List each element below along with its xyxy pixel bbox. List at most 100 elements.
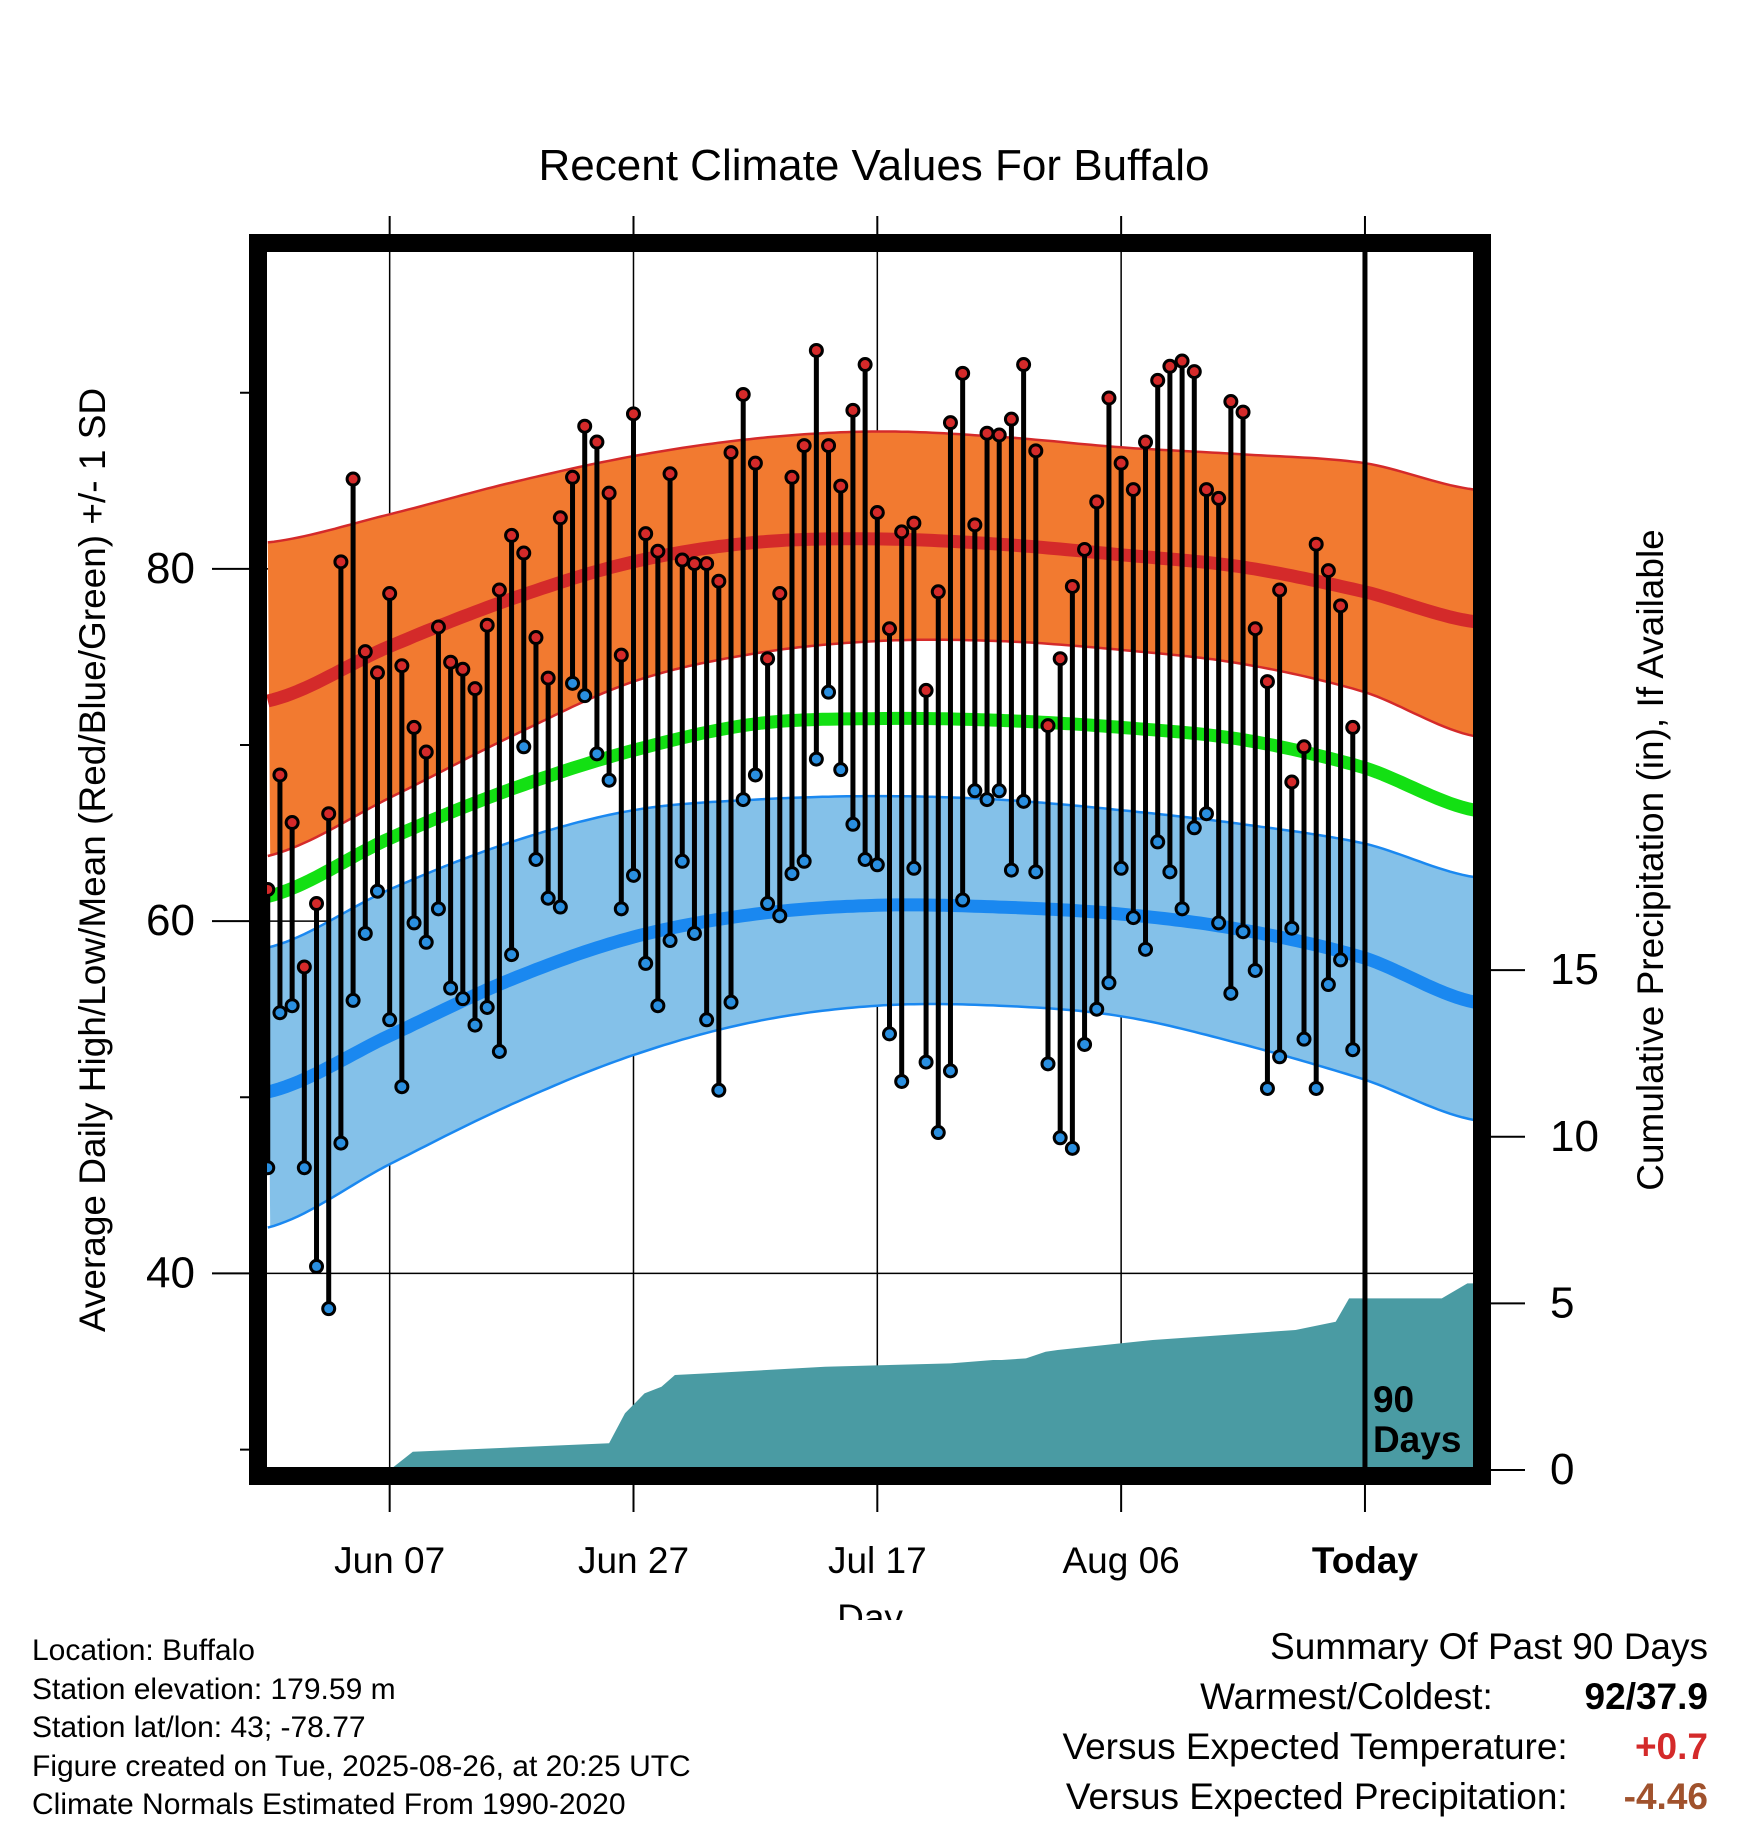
daily-range-stems [265,350,1356,1309]
low-point-87 [1320,977,1336,993]
high-point-73 [1150,372,1166,388]
precipitation-layer [267,1283,1482,1470]
plot-frame [249,234,1491,1485]
low-point-74 [1162,864,1178,880]
low-point-45 [808,751,824,767]
info-latlon: Station lat/lon: 43; -78.77 [32,1711,366,1744]
low-point-71 [1125,910,1141,926]
low-point-2 [284,998,300,1014]
daily-points [260,342,1361,1317]
low-point-53 [906,860,922,876]
axes: 40 60 80 0 5 10 15 Jun 07 Jun 27 Jul 17 Aug 06 Toda… [146,216,1599,1581]
info-created: Figure created on Tue, 2025-08-26, at 20… [32,1749,691,1783]
high-point-88 [1333,598,1349,614]
high-point-71 [1125,482,1141,498]
high-point-8 [357,644,373,660]
high-point-89 [1345,719,1361,735]
low-point-20 [504,947,520,963]
low-point-54 [918,1054,934,1070]
low-point-44 [796,853,812,869]
high-point-74 [1162,358,1178,374]
high-point-36 [699,556,715,572]
low-point-29 [613,901,629,917]
y2-tick-label: 0 [1550,1445,1574,1494]
high-point-17 [467,681,483,697]
low-point-17 [467,1017,483,1033]
low-point-47 [833,762,849,778]
low-point-10 [382,1012,398,1028]
low-point-62 [1016,793,1032,809]
low-point-56 [942,1063,958,1079]
high-point-69 [1101,390,1117,406]
high-point-4 [309,896,325,912]
low-point-88 [1333,952,1349,968]
high-point-10 [382,586,398,602]
low-point-42 [772,908,788,924]
low-point-39 [735,792,751,808]
x-tick-label: Jun 07 [334,1540,445,1581]
normal-high-line [266,532,1476,708]
info-location: Location: Buffalo [32,1634,255,1667]
low-point-58 [967,783,983,799]
low-point-7 [345,992,361,1008]
low-point-78 [1211,915,1227,931]
summary-temp-value: +0.7 [1634,1726,1708,1767]
low-point-30 [625,867,641,883]
today-label-days-word: Days [1373,1419,1461,1460]
low-point-51 [882,1026,898,1042]
low-point-89 [1345,1042,1361,1058]
low-point-34 [674,853,690,869]
low-point-41 [760,896,776,912]
y2-tick-label: 15 [1550,945,1599,994]
low-point-31 [638,955,654,971]
high-point-62 [1016,357,1032,373]
low-point-24 [552,899,568,915]
high-lower-edge [267,638,1475,858]
high-point-11 [394,658,410,674]
low-point-8 [357,925,373,941]
y2-tick-label: 10 [1550,1112,1599,1161]
high-point-65 [1052,651,1068,667]
high-point-64 [1040,718,1056,734]
high-point-45 [808,342,824,358]
low-point-81 [1247,962,1263,978]
high-point-47 [833,478,849,494]
low-point-59 [979,792,995,808]
low-point-1 [272,1005,288,1021]
low-point-70 [1113,860,1129,876]
low-point-13 [418,934,434,950]
station-info: Location: Buffalo Station elevation: 179… [32,1632,691,1825]
high-point-42 [772,586,788,602]
high-point-13 [418,744,434,760]
high-point-2 [284,815,300,831]
low-point-19 [491,1043,507,1059]
high-point-50 [869,504,885,520]
high-point-84 [1284,774,1300,790]
high-point-44 [796,438,812,454]
high-point-67 [1077,541,1093,557]
x-tick-label: Jul 17 [828,1540,927,1581]
low-point-14 [430,901,446,917]
summary-precip-value: -4.46 [1623,1776,1708,1817]
low-point-28 [601,772,617,788]
low-point-4 [309,1258,325,1274]
x-tick-label: Today [1312,1540,1419,1581]
y-axis-label: Average Daily High/Low/Mean (Red/Blue/Gr… [72,388,113,1332]
low-point-83 [1272,1049,1288,1065]
high-point-53 [906,515,922,531]
low-point-57 [955,892,971,908]
y-tick-label: 40 [146,1248,195,1297]
high-point-70 [1113,455,1129,471]
low-point-69 [1101,975,1117,991]
normal-mean-line [266,711,1477,903]
low-point-52 [894,1073,910,1089]
low-point-82 [1259,1080,1275,1096]
low-point-22 [528,852,544,867]
high-point-34 [674,552,690,568]
low-point-50 [869,857,885,873]
low-point-65 [1052,1130,1068,1146]
high-point-87 [1320,563,1336,579]
high-point-51 [882,621,898,637]
high-point-22 [528,630,544,646]
low-point-43 [784,866,800,882]
